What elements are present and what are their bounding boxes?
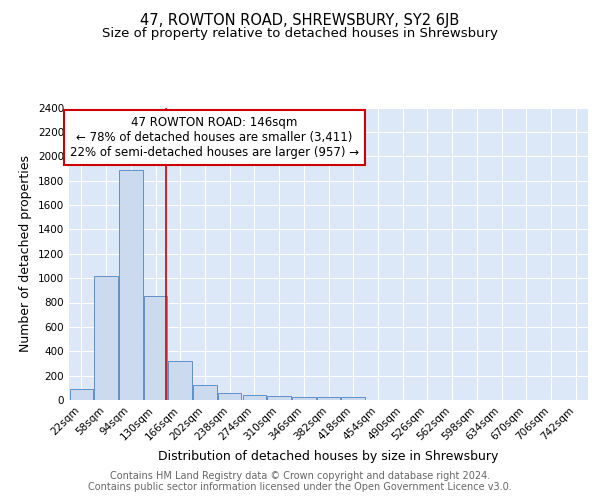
Bar [218, 394, 241, 400]
Bar [94, 276, 118, 400]
Text: 47 ROWTON ROAD: 146sqm
← 78% of detached houses are smaller (3,411)
22% of semi-: 47 ROWTON ROAD: 146sqm ← 78% of detached… [70, 116, 359, 160]
Bar [268, 396, 291, 400]
Bar [169, 361, 192, 400]
Y-axis label: Number of detached properties: Number of detached properties [19, 155, 32, 352]
Bar [119, 170, 143, 400]
Bar [144, 296, 167, 400]
Bar [292, 397, 316, 400]
Bar [317, 397, 340, 400]
Bar [242, 394, 266, 400]
X-axis label: Distribution of detached houses by size in Shrewsbury: Distribution of detached houses by size … [158, 450, 499, 463]
Bar [70, 389, 93, 400]
Bar [341, 397, 365, 400]
Bar [193, 386, 217, 400]
Text: Size of property relative to detached houses in Shrewsbury: Size of property relative to detached ho… [102, 28, 498, 40]
Text: Contains HM Land Registry data © Crown copyright and database right 2024.
Contai: Contains HM Land Registry data © Crown c… [88, 471, 512, 492]
Text: 47, ROWTON ROAD, SHREWSBURY, SY2 6JB: 47, ROWTON ROAD, SHREWSBURY, SY2 6JB [140, 12, 460, 28]
